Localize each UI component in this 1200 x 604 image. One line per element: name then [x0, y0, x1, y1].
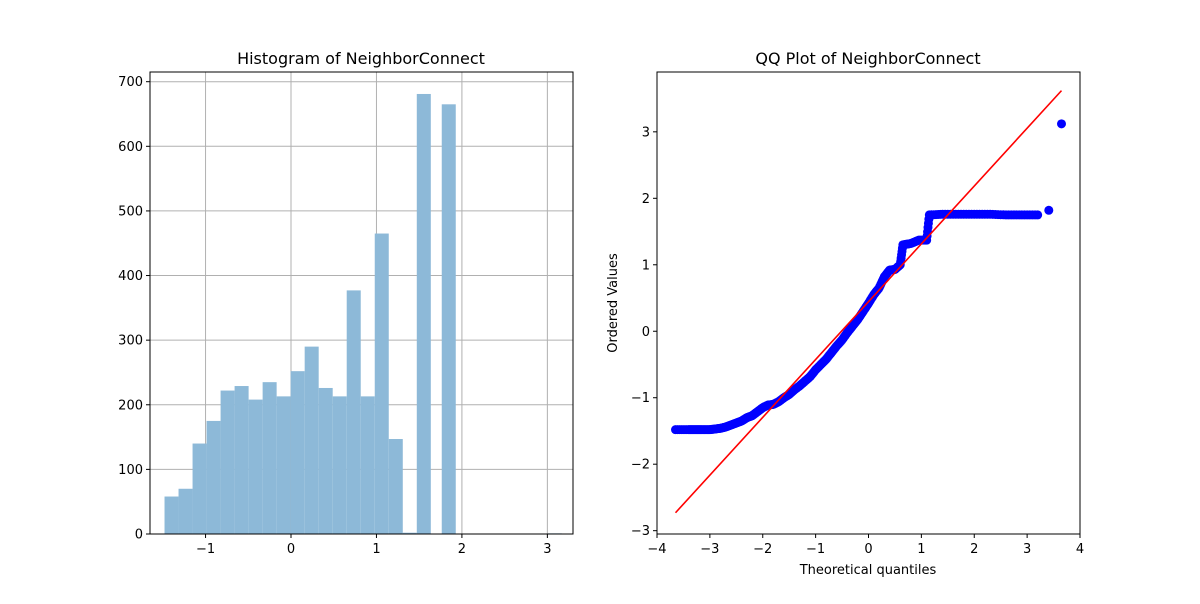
qq-x-axis-label: Theoretical quantiles [799, 563, 937, 578]
histogram-bar [164, 496, 179, 534]
histogram-axes-frame [149, 71, 574, 535]
qq-point [1033, 210, 1043, 220]
qq-x-tick-label: −1 [806, 542, 825, 557]
qq-y-tick-label: 0 [642, 325, 650, 340]
histogram-x-tick-label: −1 [196, 542, 215, 557]
histogram-bar [262, 382, 277, 534]
histogram-bar [402, 532, 417, 534]
histogram-bar [206, 420, 221, 534]
histogram-y-tick-label: 400 [118, 269, 143, 284]
qq-points [671, 119, 1066, 435]
histogram-bar [346, 290, 361, 534]
histogram-bar [290, 371, 305, 534]
qq-y-ticks: −3 −2 −1 0 1 2 3 [631, 125, 657, 539]
qq-y-axis-label: Ordered Values [606, 253, 621, 353]
histogram-y-tick-label: 700 [118, 75, 143, 90]
qq-fit-line-segment [674, 90, 1063, 514]
histogram-y-tick-label: 600 [118, 140, 143, 155]
histogram-bar [441, 104, 456, 535]
qq-y-tick-label: −1 [631, 391, 650, 406]
histogram-y-tick-label: 100 [118, 463, 143, 478]
qq-y-tick-label: 3 [642, 125, 650, 140]
histogram-panel: Histogram of NeighborConnect −1 0 1 2 3 0 100… [118, 49, 574, 557]
histogram-bar [276, 396, 291, 534]
histogram-bar [416, 93, 431, 534]
histogram-y-tick-label: 500 [118, 204, 143, 219]
qq-point [1044, 205, 1054, 215]
qq-plot-panel: QQ Plot of NeighborConnect −4 −3 −2 −1 0 1 2 3 4… [606, 49, 1084, 578]
qq-plot-title: QQ Plot of NeighborConnect [755, 49, 980, 68]
histogram-x-tick-label: 3 [543, 542, 551, 557]
histogram-bar [332, 396, 347, 534]
qq-x-tick-label: −2 [753, 542, 772, 557]
histogram-bars [164, 93, 562, 535]
histogram-bar [318, 387, 333, 534]
qq-y-tick-label: 2 [642, 192, 650, 207]
qq-x-tick-label: 3 [1023, 542, 1031, 557]
qq-y-tick-label: 1 [642, 258, 650, 273]
histogram-bar [304, 346, 319, 534]
histogram-y-ticks: 0 100 200 300 400 500 600 700 [118, 75, 150, 543]
histogram-bar [374, 233, 389, 535]
histogram-x-ticks: −1 0 1 2 3 [196, 534, 552, 557]
qq-x-tick-label: −3 [700, 542, 719, 557]
qq-fit-line [674, 90, 1063, 514]
histogram-bar [178, 488, 193, 534]
histogram-y-tick-label: 0 [135, 528, 143, 543]
qq-x-tick-label: −4 [647, 542, 666, 557]
qq-x-tick-label: 2 [970, 542, 978, 557]
qq-y-tick-label: −2 [631, 458, 650, 473]
histogram-bar [192, 443, 207, 534]
qq-x-ticks: −4 −3 −2 −1 0 1 2 3 4 [647, 534, 1084, 557]
histogram-bar [220, 390, 235, 534]
histogram-bar [388, 439, 403, 534]
histogram-x-tick-label: 2 [458, 542, 466, 557]
histogram-bar [248, 399, 263, 534]
histogram-y-tick-label: 300 [118, 334, 143, 349]
qq-y-tick-label: −3 [631, 524, 650, 539]
qq-x-tick-label: 4 [1076, 542, 1084, 557]
histogram-bar [360, 396, 375, 534]
qq-point [1056, 119, 1066, 129]
histogram-x-tick-label: 0 [287, 542, 295, 557]
histogram-x-tick-label: 1 [372, 542, 380, 557]
histogram-y-tick-label: 200 [118, 398, 143, 413]
qq-x-tick-label: 0 [864, 542, 872, 557]
histogram-title: Histogram of NeighborConnect [237, 49, 485, 68]
qq-x-tick-label: 1 [917, 542, 925, 557]
histogram-bar [234, 386, 249, 534]
